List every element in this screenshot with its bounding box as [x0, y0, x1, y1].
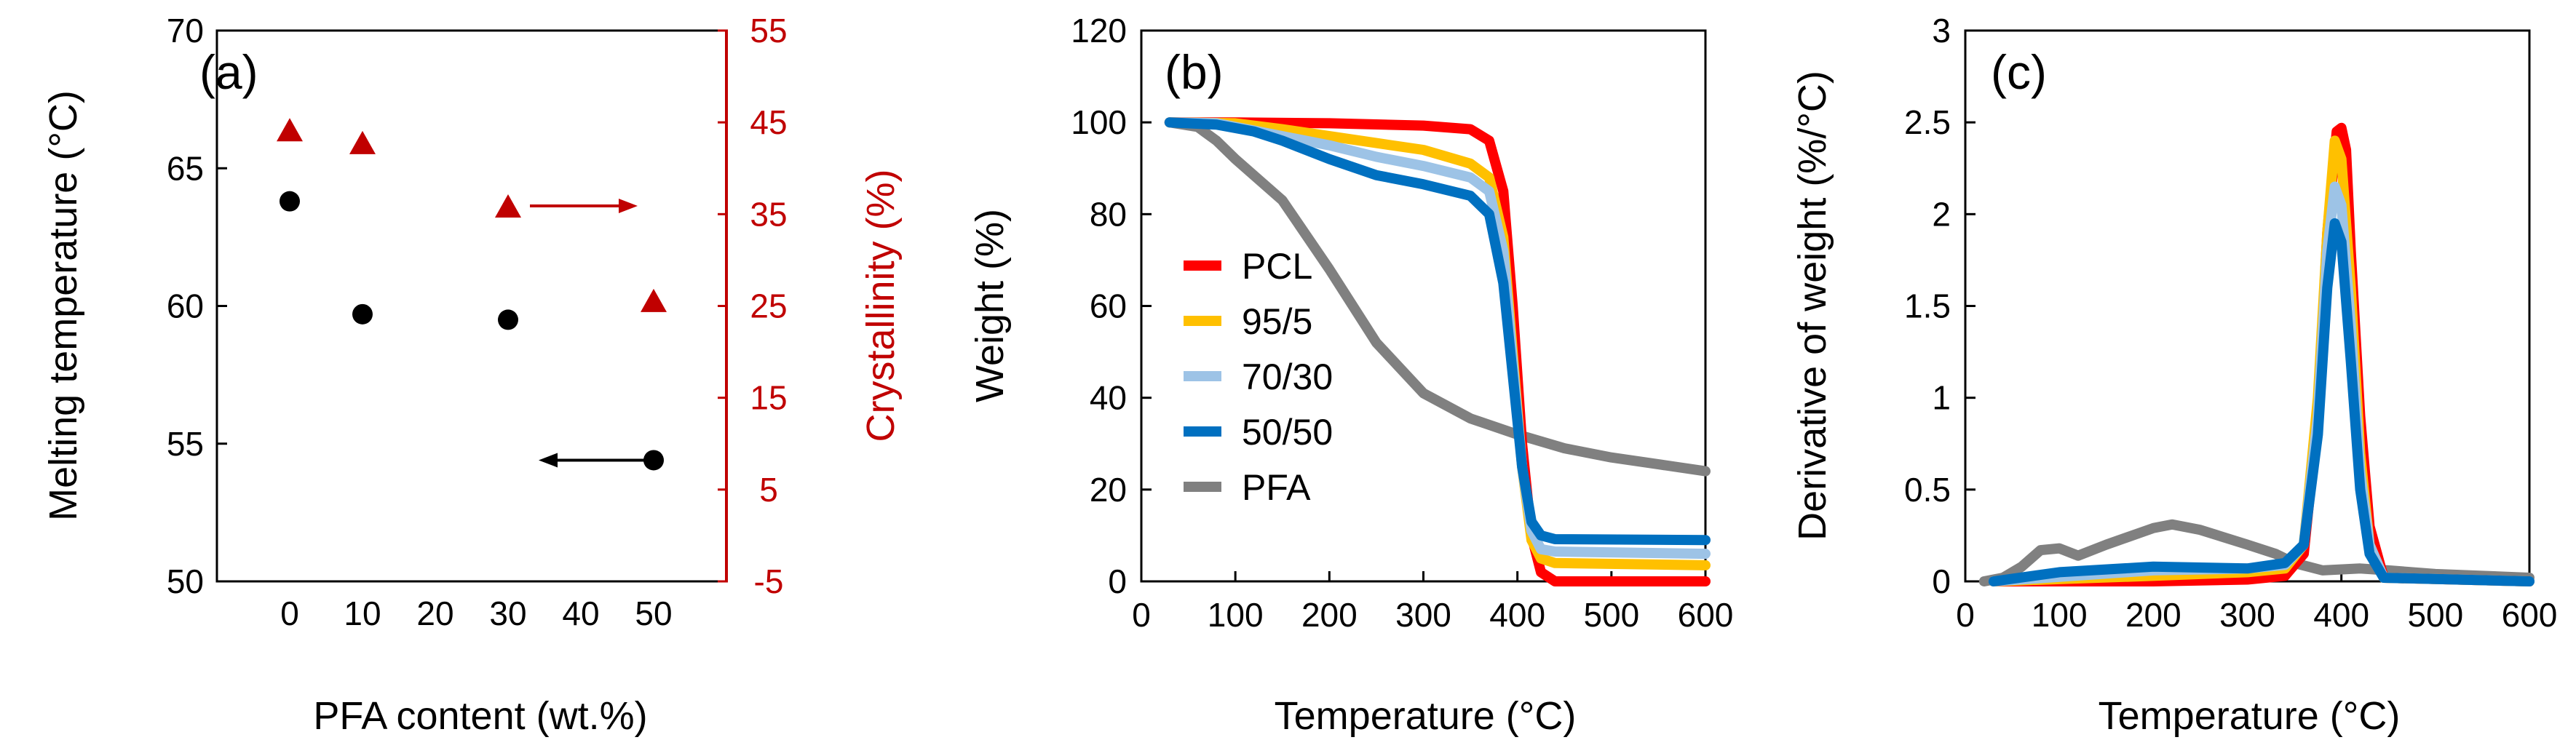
left-arrow-head — [539, 453, 558, 468]
crystallinity-point — [495, 194, 521, 218]
y-tick-label: 2.5 — [1904, 103, 1951, 141]
y-right-tick-label: 35 — [750, 195, 787, 233]
y-tick-label: 80 — [1090, 195, 1127, 233]
y-tick-label: 0 — [1108, 562, 1127, 600]
y-right-tick-label: 15 — [750, 379, 787, 417]
x-tick-label: 0 — [1132, 596, 1151, 634]
legend-label: 50/50 — [1242, 412, 1333, 453]
panel-a-tag: (a) — [199, 45, 258, 99]
x-tick-label: 400 — [2313, 596, 2369, 634]
panel-c-plot-frame — [1964, 29, 2531, 583]
y-tick-label: 120 — [1071, 12, 1127, 49]
panel-b-tag: (b) — [1165, 45, 1224, 99]
x-tick-label: 200 — [2125, 596, 2181, 634]
y-left-tick-label: 55 — [167, 425, 204, 463]
panel-b-lines — [1164, 117, 1711, 586]
series-line-50-50 — [1988, 218, 2535, 586]
y-left-tick-label: 50 — [167, 562, 204, 600]
panel-a-y-title-right: Crystallinity (%) — [859, 169, 903, 442]
legend-label: 70/30 — [1242, 357, 1333, 397]
panel-c-y-title: Derivative of weight (%/°C) — [1791, 71, 1834, 541]
panel-b-y-title: Weight (%) — [968, 209, 1012, 402]
y-tick-label: 2 — [1932, 195, 1951, 233]
crystallinity-point — [277, 118, 303, 142]
x-tick-label: 30 — [489, 594, 526, 632]
x-tick-label: 600 — [2502, 596, 2558, 634]
panel-c-x-ticks: 0 100 200 300 400 500 600 — [1956, 571, 2557, 634]
panel-b-x-ticks: 0 100 200 300 400 500 600 — [1132, 571, 1733, 634]
y-right-tick-label: 5 — [759, 471, 778, 509]
series-line-PFA — [1164, 117, 1711, 477]
panel-a: 50 55 60 65 70 -5 5 15 25 35 45 55 0 10 20 30 40 50 (a)… — [41, 12, 903, 738]
y-tick-label: 1.5 — [1904, 287, 1951, 325]
x-tick-label: 40 — [562, 594, 599, 632]
series-line-95-5 — [1988, 135, 2535, 586]
x-tick-label: 100 — [1208, 596, 1264, 634]
x-tick-label: 600 — [1678, 596, 1734, 634]
y-right-tick-label: 55 — [750, 12, 787, 49]
crystallinity-point — [641, 288, 667, 312]
y-tick-label: 40 — [1090, 379, 1127, 417]
panel-c: 0 0.5 1 1.5 2 2.5 3 0 100 200 300 400 500 600 (c) De… — [1791, 12, 2557, 738]
panel-c-y-ticks: 0 0.5 1 1.5 2 2.5 3 — [1904, 12, 1975, 600]
melting-temp-point — [352, 303, 373, 325]
panel-b: 0 20 40 60 80 100 120 0 100 200 300 400 500 600 PCL 9… — [968, 12, 1733, 738]
x-tick-label: 0 — [280, 594, 299, 632]
y-tick-label: 100 — [1071, 103, 1127, 141]
panel-a-y-ticks-right: -5 5 15 25 35 45 55 — [718, 12, 788, 600]
legend-label: 95/5 — [1242, 301, 1312, 342]
legend-label: PFA — [1242, 467, 1311, 508]
x-tick-label: 500 — [2407, 596, 2463, 634]
x-tick-label: 300 — [1395, 596, 1451, 634]
legend-label: PCL — [1242, 246, 1312, 287]
x-tick-label: 0 — [1956, 596, 1975, 634]
panel-a-y-ticks-left: 50 55 60 65 70 — [167, 12, 227, 600]
x-tick-label: 500 — [1583, 596, 1639, 634]
right-arrow-head — [619, 198, 638, 213]
panel-c-tag: (c) — [1991, 45, 2047, 99]
y-left-tick-label: 60 — [167, 287, 204, 325]
x-tick-label: 50 — [635, 594, 672, 632]
panel-b-legend: PCL 95/5 70/30 50/50 PFA — [1184, 246, 1333, 508]
x-tick-label: 300 — [2219, 596, 2275, 634]
y-tick-label: 3 — [1932, 12, 1951, 49]
y-tick-label: 60 — [1090, 287, 1127, 325]
series-line-PCL — [1164, 117, 1711, 586]
melting-temp-point — [280, 191, 300, 212]
panel-c-x-title: Temperature (°C) — [2099, 694, 2401, 738]
y-tick-label: 1 — [1932, 379, 1951, 417]
panel-c-lines — [1978, 122, 2535, 586]
y-right-tick-label: 45 — [750, 103, 787, 141]
series-line-PCL — [1988, 122, 2535, 586]
panel-b-y-ticks: 0 20 40 60 80 100 120 — [1071, 12, 1152, 600]
x-tick-label: 10 — [344, 594, 381, 632]
panel-a-y-title-left: Melting temperature (°C) — [41, 90, 85, 521]
series-line-50-50 — [1164, 117, 1711, 546]
x-tick-label: 200 — [1301, 596, 1358, 634]
panel-b-plot-frame — [1140, 29, 1707, 583]
y-right-tick-label: 25 — [750, 287, 787, 325]
crystallinity-point — [349, 130, 376, 154]
y-tick-label: 0 — [1932, 562, 1951, 600]
y-tick-label: 20 — [1090, 471, 1127, 509]
panel-a-x-ticks: 0 10 20 30 40 50 — [280, 594, 672, 632]
x-tick-label: 100 — [2032, 596, 2088, 634]
panel-a-x-title: PFA content (wt.%) — [313, 694, 647, 738]
y-left-tick-label: 70 — [167, 12, 204, 49]
panel-a-marks — [277, 118, 667, 471]
melting-temp-point — [498, 309, 518, 330]
x-tick-label: 400 — [1489, 596, 1545, 634]
y-left-tick-label: 65 — [167, 149, 204, 187]
y-tick-label: 0.5 — [1904, 471, 1951, 509]
panel-b-x-title: Temperature (°C) — [1275, 694, 1577, 738]
series-line-70-30 — [1164, 117, 1711, 560]
series-line-70-30 — [1988, 181, 2535, 586]
series-line-PFA — [1978, 519, 2535, 586]
y-right-tick-label: -5 — [754, 562, 784, 600]
x-tick-label: 20 — [416, 594, 453, 632]
